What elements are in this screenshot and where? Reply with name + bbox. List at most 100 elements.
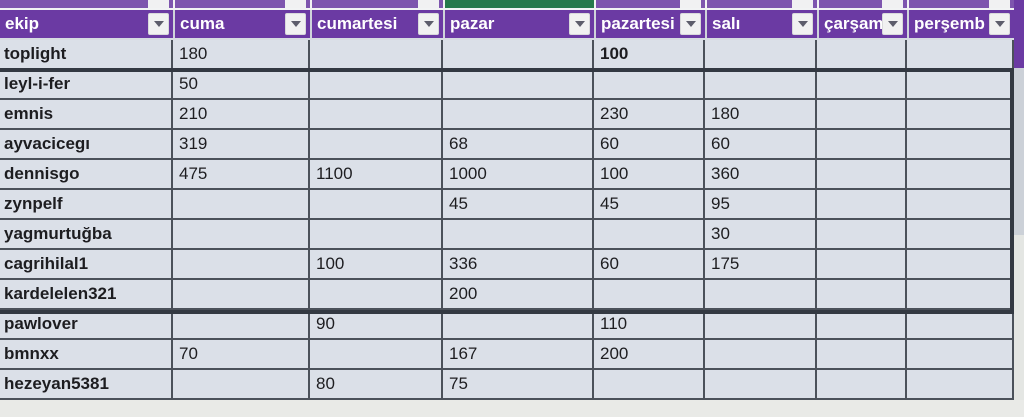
cell-leyl-i-fer-carsam[interactable] — [817, 70, 907, 100]
row-name-cell-pawlover[interactable]: pawlover — [0, 310, 173, 340]
cell-cagrihilal1-pazartesi[interactable]: 60 — [594, 250, 705, 280]
cell-ayvacicegi-pazartesi[interactable]: 60 — [594, 130, 705, 160]
cell-dennisgo-sali[interactable]: 360 — [705, 160, 817, 190]
cell-kardelelen321-carsam[interactable] — [817, 280, 907, 310]
cell-cagrihilal1-carsam[interactable] — [817, 250, 907, 280]
filter-dropdown-button-pazartesi[interactable] — [680, 13, 701, 35]
cell-ayvacicegi-persemb[interactable] — [907, 130, 1014, 160]
filter-dropdown-button-cuma[interactable] — [285, 13, 306, 35]
cell-toplight-persemb[interactable] — [907, 40, 1014, 70]
cell-toplight-cuma[interactable]: 180 — [173, 40, 310, 70]
cell-pawlover-sali[interactable] — [705, 310, 817, 340]
cell-zynpelf-cuma[interactable] — [173, 190, 310, 220]
cell-kardelelen321-cuma[interactable] — [173, 280, 310, 310]
filter-dropdown-button-carsam[interactable] — [882, 13, 903, 35]
cell-zynpelf-pazar[interactable]: 45 — [443, 190, 594, 220]
column-header-carsam[interactable]: çarşam — [817, 10, 907, 38]
cell-bmnxx-cumartesi[interactable] — [310, 340, 443, 370]
cell-pawlover-pazartesi[interactable]: 110 — [594, 310, 705, 340]
cell-hezeyan5381-cumartesi[interactable]: 80 — [310, 370, 443, 400]
filter-dropdown-button-sali[interactable] — [792, 13, 813, 35]
cell-yagmurtugba-cuma[interactable] — [173, 220, 310, 250]
cell-ayvacicegi-pazar[interactable]: 68 — [443, 130, 594, 160]
row-name-cell-ayvacicegi[interactable]: ayvacicegı — [0, 130, 173, 160]
cell-cagrihilal1-sali[interactable]: 175 — [705, 250, 817, 280]
cell-zynpelf-cumartesi[interactable] — [310, 190, 443, 220]
row-name-cell-leyl-i-fer[interactable]: leyl-i-fer — [0, 70, 173, 100]
cell-zynpelf-sali[interactable]: 95 — [705, 190, 817, 220]
cell-dennisgo-pazartesi[interactable]: 100 — [594, 160, 705, 190]
cell-cagrihilal1-persemb[interactable] — [907, 250, 1014, 280]
cell-dennisgo-cuma[interactable]: 475 — [173, 160, 310, 190]
row-name-cell-toplight[interactable]: toplight — [0, 40, 173, 70]
row-name-cell-yagmurtugba[interactable]: yagmurtuğba — [0, 220, 173, 250]
row-name-cell-emnis[interactable]: emnis — [0, 100, 173, 130]
column-header-pazar[interactable]: pazar — [443, 10, 594, 38]
cell-dennisgo-pazar[interactable]: 1000 — [443, 160, 594, 190]
cell-kardelelen321-cumartesi[interactable] — [310, 280, 443, 310]
cell-ayvacicegi-sali[interactable]: 60 — [705, 130, 817, 160]
cell-bmnxx-pazartesi[interactable]: 200 — [594, 340, 705, 370]
cell-leyl-i-fer-pazar[interactable] — [443, 70, 594, 100]
cell-emnis-cumartesi[interactable] — [310, 100, 443, 130]
cell-leyl-i-fer-cuma[interactable]: 50 — [173, 70, 310, 100]
cell-hezeyan5381-sali[interactable] — [705, 370, 817, 400]
column-header-cumartesi[interactable]: cumartesi — [310, 10, 443, 38]
cell-bmnxx-cuma[interactable]: 70 — [173, 340, 310, 370]
cell-leyl-i-fer-persemb[interactable] — [907, 70, 1014, 100]
cell-leyl-i-fer-pazartesi[interactable] — [594, 70, 705, 100]
cell-emnis-sali[interactable]: 180 — [705, 100, 817, 130]
cell-bmnxx-carsam[interactable] — [817, 340, 907, 370]
row-name-cell-hezeyan5381[interactable]: hezeyan5381 — [0, 370, 173, 400]
cell-leyl-i-fer-sali[interactable] — [705, 70, 817, 100]
row-name-cell-zynpelf[interactable]: zynpelf — [0, 190, 173, 220]
filter-dropdown-button-ekip[interactable] — [148, 13, 169, 35]
row-name-cell-dennisgo[interactable]: dennisgo — [0, 160, 173, 190]
filter-dropdown-button-persemb[interactable] — [989, 13, 1010, 35]
cell-pawlover-persemb[interactable] — [907, 310, 1014, 340]
column-header-ekip[interactable]: ekip — [0, 10, 173, 38]
cell-pawlover-cuma[interactable] — [173, 310, 310, 340]
cell-emnis-pazartesi[interactable]: 230 — [594, 100, 705, 130]
cell-hezeyan5381-pazartesi[interactable] — [594, 370, 705, 400]
cell-hezeyan5381-persemb[interactable] — [907, 370, 1014, 400]
cell-hezeyan5381-pazar[interactable]: 75 — [443, 370, 594, 400]
column-header-pazartesi[interactable]: pazartesi — [594, 10, 705, 38]
cell-kardelelen321-sali[interactable] — [705, 280, 817, 310]
cell-yagmurtugba-persemb[interactable] — [907, 220, 1014, 250]
filter-dropdown-button-cumartesi[interactable] — [418, 13, 439, 35]
cell-bmnxx-pazar[interactable]: 167 — [443, 340, 594, 370]
cell-toplight-carsam[interactable] — [817, 40, 907, 70]
cell-pawlover-carsam[interactable] — [817, 310, 907, 340]
cell-ayvacicegi-cuma[interactable]: 319 — [173, 130, 310, 160]
column-header-sali[interactable]: salı — [705, 10, 817, 38]
cell-toplight-pazartesi[interactable]: 100 — [594, 40, 705, 70]
cell-zynpelf-carsam[interactable] — [817, 190, 907, 220]
cell-kardelelen321-pazar[interactable]: 200 — [443, 280, 594, 310]
cell-ayvacicegi-carsam[interactable] — [817, 130, 907, 160]
cell-yagmurtugba-carsam[interactable] — [817, 220, 907, 250]
cell-yagmurtugba-pazartesi[interactable] — [594, 220, 705, 250]
cell-dennisgo-persemb[interactable] — [907, 160, 1014, 190]
cell-emnis-cuma[interactable]: 210 — [173, 100, 310, 130]
cell-dennisgo-cumartesi[interactable]: 1100 — [310, 160, 443, 190]
cell-pawlover-pazar[interactable] — [443, 310, 594, 340]
cell-toplight-cumartesi[interactable] — [310, 40, 443, 70]
cell-hezeyan5381-cuma[interactable] — [173, 370, 310, 400]
cell-zynpelf-pazartesi[interactable]: 45 — [594, 190, 705, 220]
cell-bmnxx-sali[interactable] — [705, 340, 817, 370]
cell-cagrihilal1-pazar[interactable]: 336 — [443, 250, 594, 280]
cell-emnis-carsam[interactable] — [817, 100, 907, 130]
cell-hezeyan5381-carsam[interactable] — [817, 370, 907, 400]
cell-dennisgo-carsam[interactable] — [817, 160, 907, 190]
column-header-persemb[interactable]: perşemb — [907, 10, 1014, 38]
cell-kardelelen321-persemb[interactable] — [907, 280, 1014, 310]
cell-yagmurtugba-pazar[interactable] — [443, 220, 594, 250]
row-name-cell-bmnxx[interactable]: bmnxx — [0, 340, 173, 370]
filter-dropdown-button-pazar[interactable] — [569, 13, 590, 35]
cell-yagmurtugba-cumartesi[interactable] — [310, 220, 443, 250]
cell-emnis-persemb[interactable] — [907, 100, 1014, 130]
cell-kardelelen321-pazartesi[interactable] — [594, 280, 705, 310]
cell-pawlover-cumartesi[interactable]: 90 — [310, 310, 443, 340]
column-header-cuma[interactable]: cuma — [173, 10, 310, 38]
